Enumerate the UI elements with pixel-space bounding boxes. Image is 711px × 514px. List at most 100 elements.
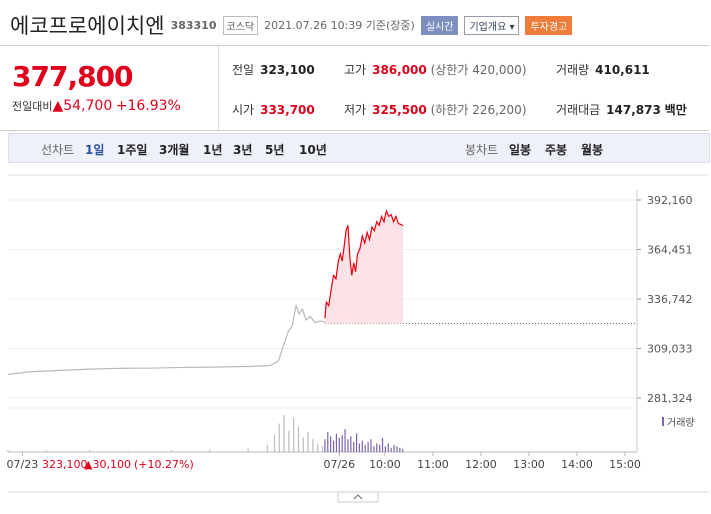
stat: 거래량 410,611: [556, 61, 650, 78]
stock-code: 383310: [170, 18, 217, 32]
volume-legend-swatch: [662, 417, 664, 426]
volume-bar: [393, 444, 395, 452]
volume-bar: [358, 443, 361, 452]
volume-bar: [266, 444, 268, 452]
x-tick-label: 07/23: [7, 458, 39, 471]
volume-bar: [370, 439, 372, 452]
volume-bar: [387, 443, 389, 452]
stat-label: 시가: [232, 103, 255, 117]
volume-bar: [327, 432, 329, 452]
volume-bar: [384, 446, 386, 452]
y-tick-label: 309,033: [647, 343, 693, 356]
volume-bar: [278, 423, 280, 452]
warning-badge[interactable]: 투자경고: [525, 15, 573, 35]
period-tabs: 선차트 1일 1주일 3개월 1년 3년 5년 10년 봉차트 일봉 주봉 월봉: [8, 133, 710, 163]
volume-bar: [338, 437, 340, 452]
stat-value: 386,000: [372, 63, 427, 77]
y-tick-label: 281,324: [647, 392, 693, 405]
summary-close: 323,100: [42, 458, 88, 471]
tab-group-label: 봉차트: [465, 143, 499, 157]
tab[interactable]: 3개월: [159, 143, 190, 157]
volume-bar: [379, 444, 381, 452]
stat-label: 거래량: [556, 63, 590, 77]
x-tick-label: 15:00: [609, 458, 641, 471]
volume-bar: [373, 446, 375, 452]
change-label: 전일대비: [12, 100, 53, 113]
x-tick-label: 11:00: [417, 458, 449, 471]
tab[interactable]: 5년: [265, 143, 285, 157]
y-tick-label: 364,451: [647, 244, 693, 257]
volume-bar: [324, 439, 326, 452]
volume-bar: [283, 415, 285, 452]
stat-label: 전일: [232, 63, 255, 77]
volume-bar: [297, 426, 300, 452]
stat-unit: 백만: [664, 103, 687, 117]
tab[interactable]: 10년: [299, 143, 327, 157]
summary-change: ▲30,100: [84, 458, 131, 471]
quote-box: 377,800 전일대비▲54,700 +16.93% 전일 323,100 고가 3…: [0, 45, 709, 131]
volume-bar: [89, 450, 91, 452]
volume-bar: [307, 432, 309, 452]
stat: 저가 325,500 (하한가 226,200): [344, 101, 527, 118]
tab[interactable]: 일봉: [509, 143, 532, 157]
stat-value: 147,873: [606, 103, 661, 117]
price: 377,800: [12, 60, 134, 93]
volume-bar: [332, 440, 335, 452]
volume-bar: [321, 446, 324, 452]
tab[interactable]: 1년: [203, 143, 223, 157]
collapse-button[interactable]: [337, 491, 379, 503]
volume-bar: [7, 449, 9, 452]
collapse-icon: [353, 494, 363, 500]
volume-bar: [399, 447, 401, 452]
market-badge: 코스닥: [222, 15, 259, 35]
stat-value: 410,611: [595, 63, 650, 77]
volume-bar: [170, 450, 172, 452]
realtime-button[interactable]: 실시간: [420, 15, 459, 35]
volume-bar: [302, 437, 304, 452]
datetime: 2021.07.26 10:39 기준(장중): [264, 19, 415, 32]
company-button[interactable]: 기업개요 ▾: [464, 15, 520, 35]
volume-bar: [209, 449, 211, 452]
tab[interactable]: 주봉: [545, 143, 568, 157]
stock-name: 에코프로에이치엔: [10, 14, 165, 38]
price-line: [324, 209, 404, 319]
tab[interactable]: 3년: [233, 143, 253, 157]
price-box: 377,800 전일대비▲54,700 +16.93%: [0, 46, 219, 130]
stat-label: 거래대금: [556, 103, 601, 117]
volume-bar: [355, 433, 358, 452]
volume-legend: 거래량: [667, 417, 695, 429]
volume-bar: [361, 440, 363, 452]
header: 에코프로에이치엔 383310 코스닥 2021.07.26 10:39 기준(…: [10, 10, 573, 40]
volume-bar: [381, 437, 384, 452]
volume-bar: [364, 444, 366, 452]
tab[interactable]: 1일: [85, 143, 105, 157]
x-tick-label: 07/26: [323, 458, 355, 471]
price-line: [7, 303, 326, 376]
summary-rate: (+10.27%): [134, 458, 194, 471]
stat-value: 333,700: [260, 103, 315, 117]
volume-bar: [317, 443, 319, 452]
change: 전일대비▲54,700 +16.93%: [12, 98, 181, 114]
volume-bar: [312, 439, 314, 452]
volume-bar: [247, 448, 249, 452]
stat-value: 323,100: [260, 63, 315, 77]
stat: 시가 333,700: [232, 101, 315, 118]
x-tick-label: 13:00: [513, 458, 545, 471]
volume-bar: [341, 434, 343, 452]
tab[interactable]: 1주일: [117, 143, 148, 157]
x-tick-label: 14:00: [561, 458, 593, 471]
volume-bar: [367, 442, 369, 452]
tab[interactable]: 월봉: [581, 143, 604, 157]
volume-bar: [396, 446, 398, 452]
volume-bar: [288, 430, 290, 452]
stat-extra: (하한가 226,200): [430, 103, 527, 117]
stat-value: 325,500: [372, 103, 427, 117]
volume-bar: [376, 443, 378, 452]
volume-bar: [330, 436, 332, 452]
volume-bar: [335, 433, 338, 452]
stat-extra: (상한가 420,000): [430, 63, 527, 77]
x-tick-label: 12:00: [465, 458, 497, 471]
y-tick-label: 392,160: [647, 194, 693, 207]
